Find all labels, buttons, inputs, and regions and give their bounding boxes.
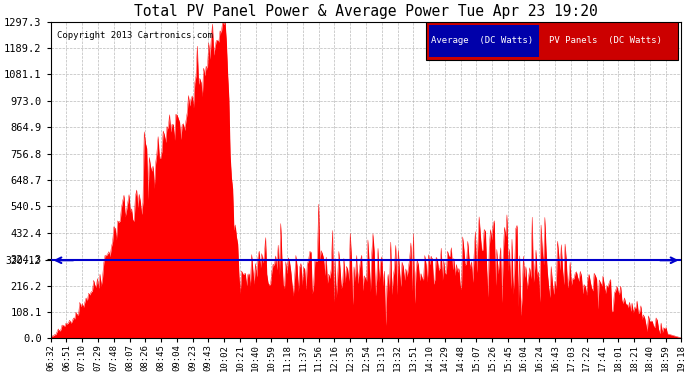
Text: Average  (DC Watts): Average (DC Watts) xyxy=(431,36,533,45)
Text: PV Panels  (DC Watts): PV Panels (DC Watts) xyxy=(549,36,662,45)
Title: Total PV Panel Power & Average Power Tue Apr 23 19:20: Total PV Panel Power & Average Power Tue… xyxy=(134,4,598,19)
FancyBboxPatch shape xyxy=(429,25,540,57)
Text: Copyright 2013 Cartronics.com: Copyright 2013 Cartronics.com xyxy=(57,31,213,40)
FancyBboxPatch shape xyxy=(426,22,678,60)
